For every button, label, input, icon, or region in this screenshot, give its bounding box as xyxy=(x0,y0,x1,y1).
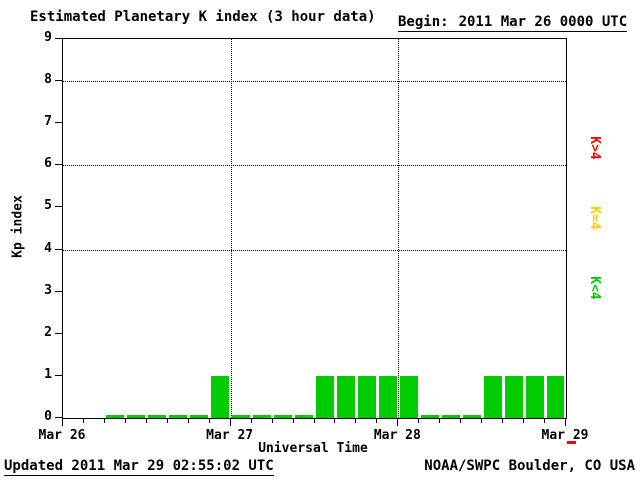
y-axis-tick-label: 1 xyxy=(44,366,52,382)
y-axis-tick-label: 4 xyxy=(44,240,52,256)
x-axis-tick-label: Mar 27 xyxy=(206,428,254,443)
x-axis-tick xyxy=(208,419,210,423)
x-axis-tick xyxy=(292,419,294,423)
y-axis-tick-label: 7 xyxy=(44,114,52,130)
y-axis-title: Kp index xyxy=(10,195,26,258)
y-axis-tick xyxy=(55,290,62,292)
y-axis-tick-label: 3 xyxy=(44,282,52,298)
kp-bar xyxy=(399,375,418,418)
begin-label: Begin: xyxy=(398,14,449,30)
x-axis-tick xyxy=(145,419,147,423)
x-axis-tick xyxy=(103,419,105,423)
day-gridline xyxy=(398,39,400,418)
y-gridline xyxy=(63,249,566,251)
x-axis-major-tick xyxy=(397,419,399,426)
x-axis-tick xyxy=(334,419,336,423)
x-axis-tick xyxy=(250,419,252,423)
day-gridline xyxy=(230,39,232,418)
y-axis-tick xyxy=(55,417,62,418)
x-axis-tick xyxy=(418,419,420,423)
x-axis-tick xyxy=(82,419,84,423)
kp-bar xyxy=(232,415,251,418)
legend-label-K4: K=4 xyxy=(587,206,602,230)
x-axis-tick xyxy=(124,419,126,423)
kp-bar xyxy=(253,415,272,418)
legend-label-K4: K<4 xyxy=(587,276,602,300)
y-axis-tick xyxy=(55,38,62,39)
kp-bar xyxy=(211,375,230,418)
y-axis-tick-label: 8 xyxy=(44,72,52,88)
kp-bar xyxy=(127,415,146,418)
y-gridline xyxy=(63,81,566,83)
kp-bar xyxy=(190,415,209,418)
kp-bar xyxy=(316,375,334,418)
x-axis-major-tick xyxy=(565,419,566,426)
y-gridline xyxy=(63,165,566,167)
x-axis-tick xyxy=(313,419,315,423)
y-axis-tick-label: 2 xyxy=(44,324,52,340)
y-axis-tick-label: 9 xyxy=(44,30,52,45)
chart-title: Estimated Planetary K index (3 hour data… xyxy=(30,9,376,25)
x-axis-tick-label: Mar 29 xyxy=(541,428,589,443)
legend-label-K4: K>4 xyxy=(587,136,602,160)
y-axis-tick xyxy=(55,374,62,376)
y-axis-tick-label: 0 xyxy=(44,409,52,424)
y-axis-tick xyxy=(55,248,62,250)
kp-bar xyxy=(504,375,523,418)
y-axis-tick xyxy=(55,332,62,334)
kp-bar xyxy=(336,375,355,418)
x-axis-tick xyxy=(439,419,441,423)
x-axis-tick xyxy=(187,419,189,423)
x-axis-tick xyxy=(376,419,378,423)
kp-bar xyxy=(148,415,167,418)
kp-bar xyxy=(106,415,125,418)
x-axis-tick-label: Mar 26 xyxy=(38,428,86,443)
x-axis-tick xyxy=(502,419,504,423)
y-axis-tick-label: 6 xyxy=(44,156,52,172)
y-axis-tick-label: 5 xyxy=(44,198,52,214)
y-axis-tick xyxy=(55,164,62,166)
kp-bar xyxy=(525,375,544,418)
kp-bar xyxy=(441,415,460,418)
x-axis-tick-label: Mar 28 xyxy=(373,428,421,443)
kp-bar xyxy=(378,375,397,418)
begin-value: 2011 Mar 26 0000 UTC xyxy=(458,14,628,30)
x-axis-tick xyxy=(544,419,546,423)
y-axis-tick xyxy=(55,80,62,82)
red-tick-marker xyxy=(567,441,576,444)
kp-bar xyxy=(274,415,293,418)
begin-timestamp: Begin: 2011 Mar 26 0000 UTC xyxy=(398,14,628,32)
x-axis-tick xyxy=(481,419,483,423)
x-axis-major-tick xyxy=(62,419,63,426)
updated-timestamp: Updated 2011 Mar 29 02:55:02 UTC xyxy=(4,458,274,476)
source-credit: NOAA/SWPC Boulder, CO USA xyxy=(424,458,635,474)
kp-bar xyxy=(483,375,502,418)
kp-bar xyxy=(462,415,481,418)
x-axis-tick xyxy=(271,419,273,423)
x-axis-tick xyxy=(355,419,357,423)
kp-bar xyxy=(169,415,188,418)
x-axis-tick xyxy=(523,419,525,423)
x-axis-title: Universal Time xyxy=(258,441,368,456)
y-axis-tick xyxy=(55,206,62,208)
x-axis-tick xyxy=(460,419,462,423)
x-axis-tick xyxy=(166,419,168,423)
kp-bar xyxy=(295,415,313,418)
y-axis-tick xyxy=(55,122,62,124)
kp-bar xyxy=(357,375,376,418)
plot-area xyxy=(62,38,567,419)
kp-bar xyxy=(546,375,565,418)
x-axis-major-tick xyxy=(229,419,231,426)
kp-bar xyxy=(420,415,439,418)
